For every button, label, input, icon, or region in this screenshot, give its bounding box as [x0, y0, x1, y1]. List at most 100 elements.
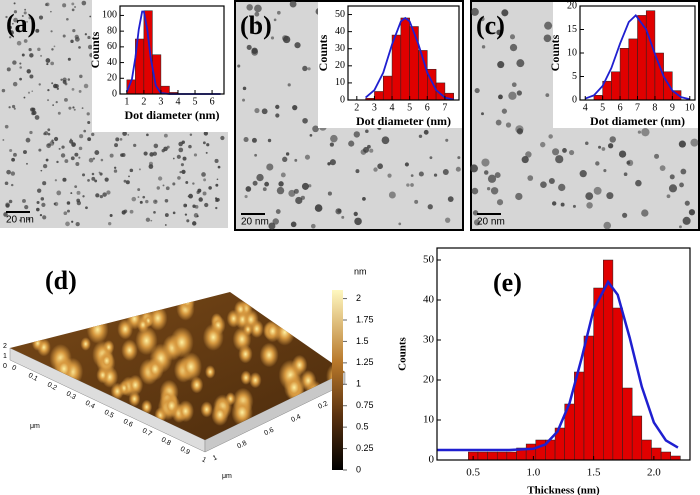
dot	[433, 173, 438, 177]
dot	[193, 153, 198, 157]
dot	[365, 129, 369, 134]
x-tick-label: 6	[618, 102, 623, 113]
dot	[669, 174, 675, 180]
dot	[66, 17, 69, 21]
dot	[27, 218, 30, 221]
dot	[102, 192, 107, 197]
dot	[327, 191, 332, 196]
bump	[80, 337, 91, 351]
y-tick-label: 30	[423, 334, 435, 346]
dot	[679, 182, 684, 188]
dot	[13, 10, 18, 14]
y-tick-label: 10	[567, 47, 577, 58]
y-tick-label: 20	[567, 0, 577, 11]
panel-label: (b)	[240, 11, 272, 40]
bump	[169, 326, 194, 358]
dot	[548, 178, 555, 185]
dot	[679, 225, 682, 229]
dot	[444, 217, 451, 223]
bar	[400, 17, 410, 101]
dot	[131, 196, 137, 202]
dot	[87, 137, 92, 142]
dot	[267, 138, 272, 143]
dot	[289, 0, 297, 8]
dot	[139, 200, 143, 204]
dot	[290, 221, 297, 228]
dot	[1, 88, 6, 93]
dot	[133, 143, 137, 148]
x-tick-label: 5	[407, 102, 412, 113]
dot	[51, 48, 54, 51]
dot	[341, 215, 345, 219]
x-tick-label: 1	[200, 456, 207, 464]
dot	[152, 151, 158, 156]
dot	[138, 168, 141, 171]
dot	[548, 134, 553, 139]
dot	[82, 173, 86, 177]
dot	[497, 61, 505, 69]
dot	[98, 171, 101, 174]
dot	[41, 202, 46, 207]
dot	[196, 190, 200, 194]
bump	[179, 352, 202, 382]
dot	[42, 215, 47, 220]
dot	[40, 169, 43, 172]
dot	[106, 190, 111, 195]
dot	[31, 90, 34, 92]
bump	[200, 401, 213, 418]
bump	[177, 400, 194, 423]
dot	[19, 219, 22, 222]
dot	[215, 183, 219, 187]
bar	[593, 287, 604, 461]
dot	[148, 161, 153, 166]
fit-curve	[437, 279, 679, 452]
bump	[179, 292, 195, 312]
dot	[204, 202, 209, 208]
dot	[192, 182, 195, 185]
colorbar-tick-label: 0.75	[356, 400, 374, 410]
dot	[9, 36, 12, 39]
x-axis-label: Dot diameter (nm)	[124, 108, 219, 122]
x-tick-label: 6	[425, 102, 430, 113]
dot	[355, 169, 360, 174]
dot	[87, 120, 91, 125]
dot	[9, 30, 14, 35]
dot	[172, 211, 176, 215]
dot	[508, 91, 517, 100]
dot	[66, 209, 70, 213]
dot	[28, 16, 32, 20]
dot	[178, 147, 184, 153]
dot	[217, 165, 221, 169]
bump	[211, 403, 229, 426]
scale-bar-label: 20 nm	[6, 215, 34, 226]
dot	[337, 208, 342, 213]
dot	[666, 194, 671, 199]
y-tick-label: 0.6	[263, 427, 275, 438]
x-axis-label: Dot diameter (nm)	[590, 114, 685, 128]
dot	[203, 178, 207, 182]
dot	[122, 131, 127, 136]
dot	[82, 195, 85, 198]
dot	[50, 30, 53, 33]
dot	[585, 192, 594, 200]
bar	[374, 91, 384, 101]
dot	[10, 183, 14, 187]
y-tick-label: 60	[107, 41, 117, 52]
dot	[26, 69, 31, 74]
bump	[385, 391, 404, 416]
dot	[121, 210, 126, 215]
dot	[99, 194, 104, 199]
dot	[114, 143, 119, 148]
bar	[525, 443, 537, 461]
dot	[163, 146, 168, 152]
dot	[188, 144, 192, 149]
dot	[593, 186, 602, 195]
dot	[579, 170, 587, 178]
dot	[198, 197, 203, 202]
dot	[79, 74, 83, 79]
dot	[42, 181, 47, 186]
x-tick-label: 0.5	[103, 409, 115, 420]
dot	[47, 99, 50, 102]
dot	[163, 133, 168, 138]
dot	[196, 215, 199, 218]
